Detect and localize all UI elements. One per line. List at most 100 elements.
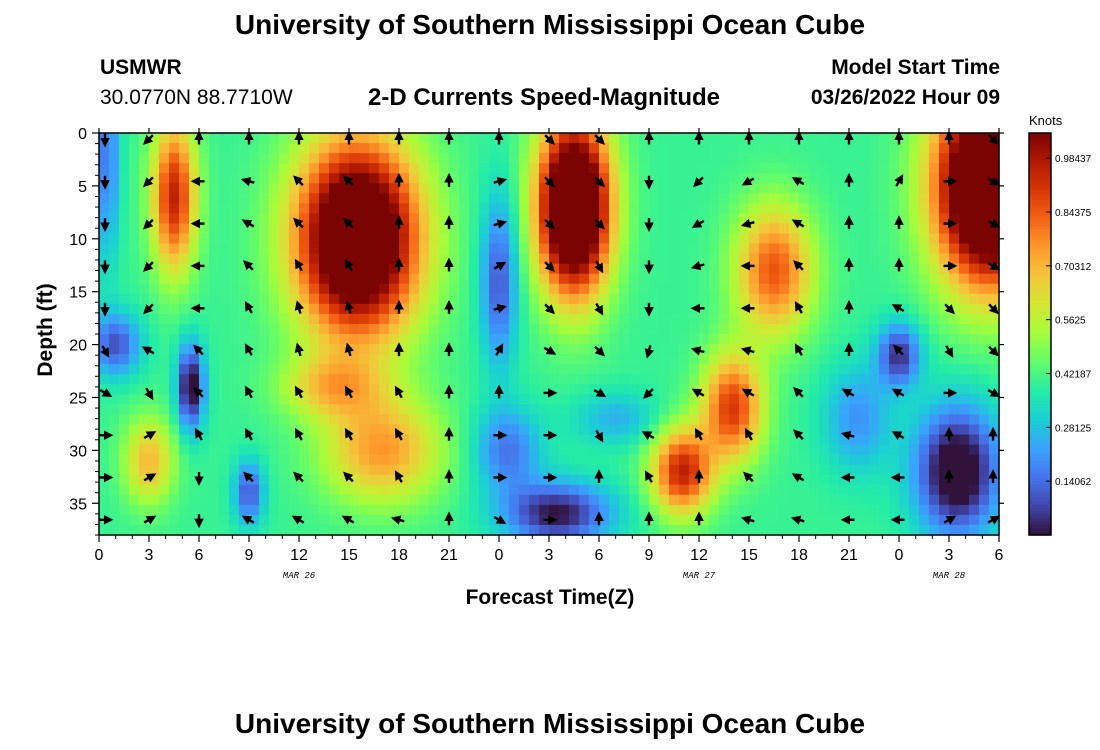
heatmap-cell <box>269 143 280 154</box>
heatmap-cell <box>569 313 580 325</box>
heatmap-cell <box>489 334 500 345</box>
heatmap-cell <box>759 193 770 204</box>
heatmap-cell <box>889 334 900 345</box>
heatmap-cell <box>719 203 730 214</box>
heatmap-cell <box>299 243 310 255</box>
heatmap-cell <box>839 394 850 405</box>
heatmap-cell <box>459 364 470 375</box>
heatmap-cell <box>519 263 530 275</box>
heatmap-cell <box>219 364 230 375</box>
heatmap-cell <box>589 213 600 225</box>
heatmap-cell <box>749 434 760 446</box>
heatmap-cell <box>939 143 950 154</box>
heatmap-cell <box>339 494 350 506</box>
heatmap-cell <box>959 273 970 285</box>
heatmap-cell <box>869 323 880 335</box>
heatmap-cell <box>129 223 140 235</box>
heatmap-cell <box>289 193 300 204</box>
heatmap-cell <box>209 243 220 255</box>
heatmap-cell <box>559 303 570 315</box>
heatmap-cell <box>319 394 330 405</box>
heatmap-cell <box>619 323 630 335</box>
heatmap-cell <box>779 374 790 385</box>
heatmap-cell <box>269 384 280 395</box>
heatmap-cell <box>689 494 700 506</box>
heatmap-cell <box>519 344 530 355</box>
heatmap-cell <box>229 203 240 214</box>
heatmap-cell <box>249 444 260 456</box>
heatmap-cell <box>899 394 910 405</box>
heatmap-cell <box>729 344 740 355</box>
heatmap-cell <box>529 424 540 436</box>
heatmap-cell <box>609 273 620 285</box>
heatmap-cell <box>409 354 420 365</box>
heatmap-cell <box>779 133 790 144</box>
heatmap-cell <box>359 303 370 315</box>
heatmap-cell <box>369 384 380 395</box>
heatmap-cell <box>449 434 460 446</box>
heatmap-cell <box>289 273 300 285</box>
heatmap-cell <box>149 173 160 184</box>
heatmap-cell <box>719 414 730 426</box>
heatmap-cell <box>469 524 480 536</box>
heatmap-cell <box>679 344 690 355</box>
heatmap-cell <box>169 364 180 375</box>
heatmap-cell <box>129 434 140 446</box>
heatmap-cell <box>949 494 960 506</box>
heatmap-cell <box>869 213 880 225</box>
heatmap-cell <box>409 404 420 415</box>
heatmap-cell <box>989 203 1000 214</box>
heatmap-cell <box>209 213 220 225</box>
heatmap-cell <box>829 233 840 245</box>
heatmap-cell <box>679 334 690 345</box>
heatmap-cell <box>419 404 430 415</box>
heatmap-cell <box>419 283 430 295</box>
heatmap-cell <box>239 364 250 375</box>
heatmap-cell <box>579 233 590 245</box>
current-vector <box>793 386 804 398</box>
heatmap-cell <box>979 364 990 375</box>
heatmap-cell <box>859 143 870 154</box>
heatmap-cell <box>759 474 770 486</box>
heatmap-cell <box>179 163 190 174</box>
heatmap-cell <box>409 444 420 456</box>
heatmap-cell <box>979 464 990 476</box>
heatmap-cell <box>439 203 450 214</box>
heatmap-cell <box>759 203 770 214</box>
heatmap-cell <box>289 504 300 516</box>
heatmap-cell <box>879 153 890 164</box>
heatmap-cell <box>239 283 250 295</box>
heatmap-cell <box>819 223 830 235</box>
heatmap-cell <box>529 524 540 536</box>
heatmap-cell <box>319 243 330 255</box>
heatmap-cell <box>379 273 390 285</box>
heatmap-cell <box>319 434 330 446</box>
heatmap-cell <box>729 303 740 315</box>
heatmap-cell <box>449 143 460 154</box>
current-vector <box>794 301 804 314</box>
heatmap-cell <box>679 454 690 466</box>
heatmap-cell <box>529 273 540 285</box>
heatmap-cell <box>659 213 670 225</box>
heatmap-cell <box>659 283 670 295</box>
heatmap-cell <box>199 163 210 174</box>
heatmap-cell <box>769 213 780 225</box>
heatmap-cell <box>439 313 450 325</box>
heatmap-cell <box>679 293 690 305</box>
heatmap-cell <box>149 334 160 345</box>
heatmap-cell <box>429 143 440 154</box>
heatmap-cell <box>489 213 500 225</box>
heatmap-cell <box>549 233 560 245</box>
heatmap-cell <box>489 504 500 516</box>
heatmap-cell <box>919 364 930 375</box>
heatmap-cell <box>779 464 790 476</box>
heatmap-cell <box>789 354 800 365</box>
heatmap-cell <box>679 283 690 295</box>
heatmap-cell <box>329 384 340 395</box>
heatmap-cell <box>399 163 410 174</box>
heatmap-cell <box>729 404 740 415</box>
heatmap-cell <box>899 263 910 275</box>
heatmap-cell <box>109 163 120 174</box>
heatmap-cell <box>799 193 810 204</box>
heatmap-cell <box>739 404 750 415</box>
